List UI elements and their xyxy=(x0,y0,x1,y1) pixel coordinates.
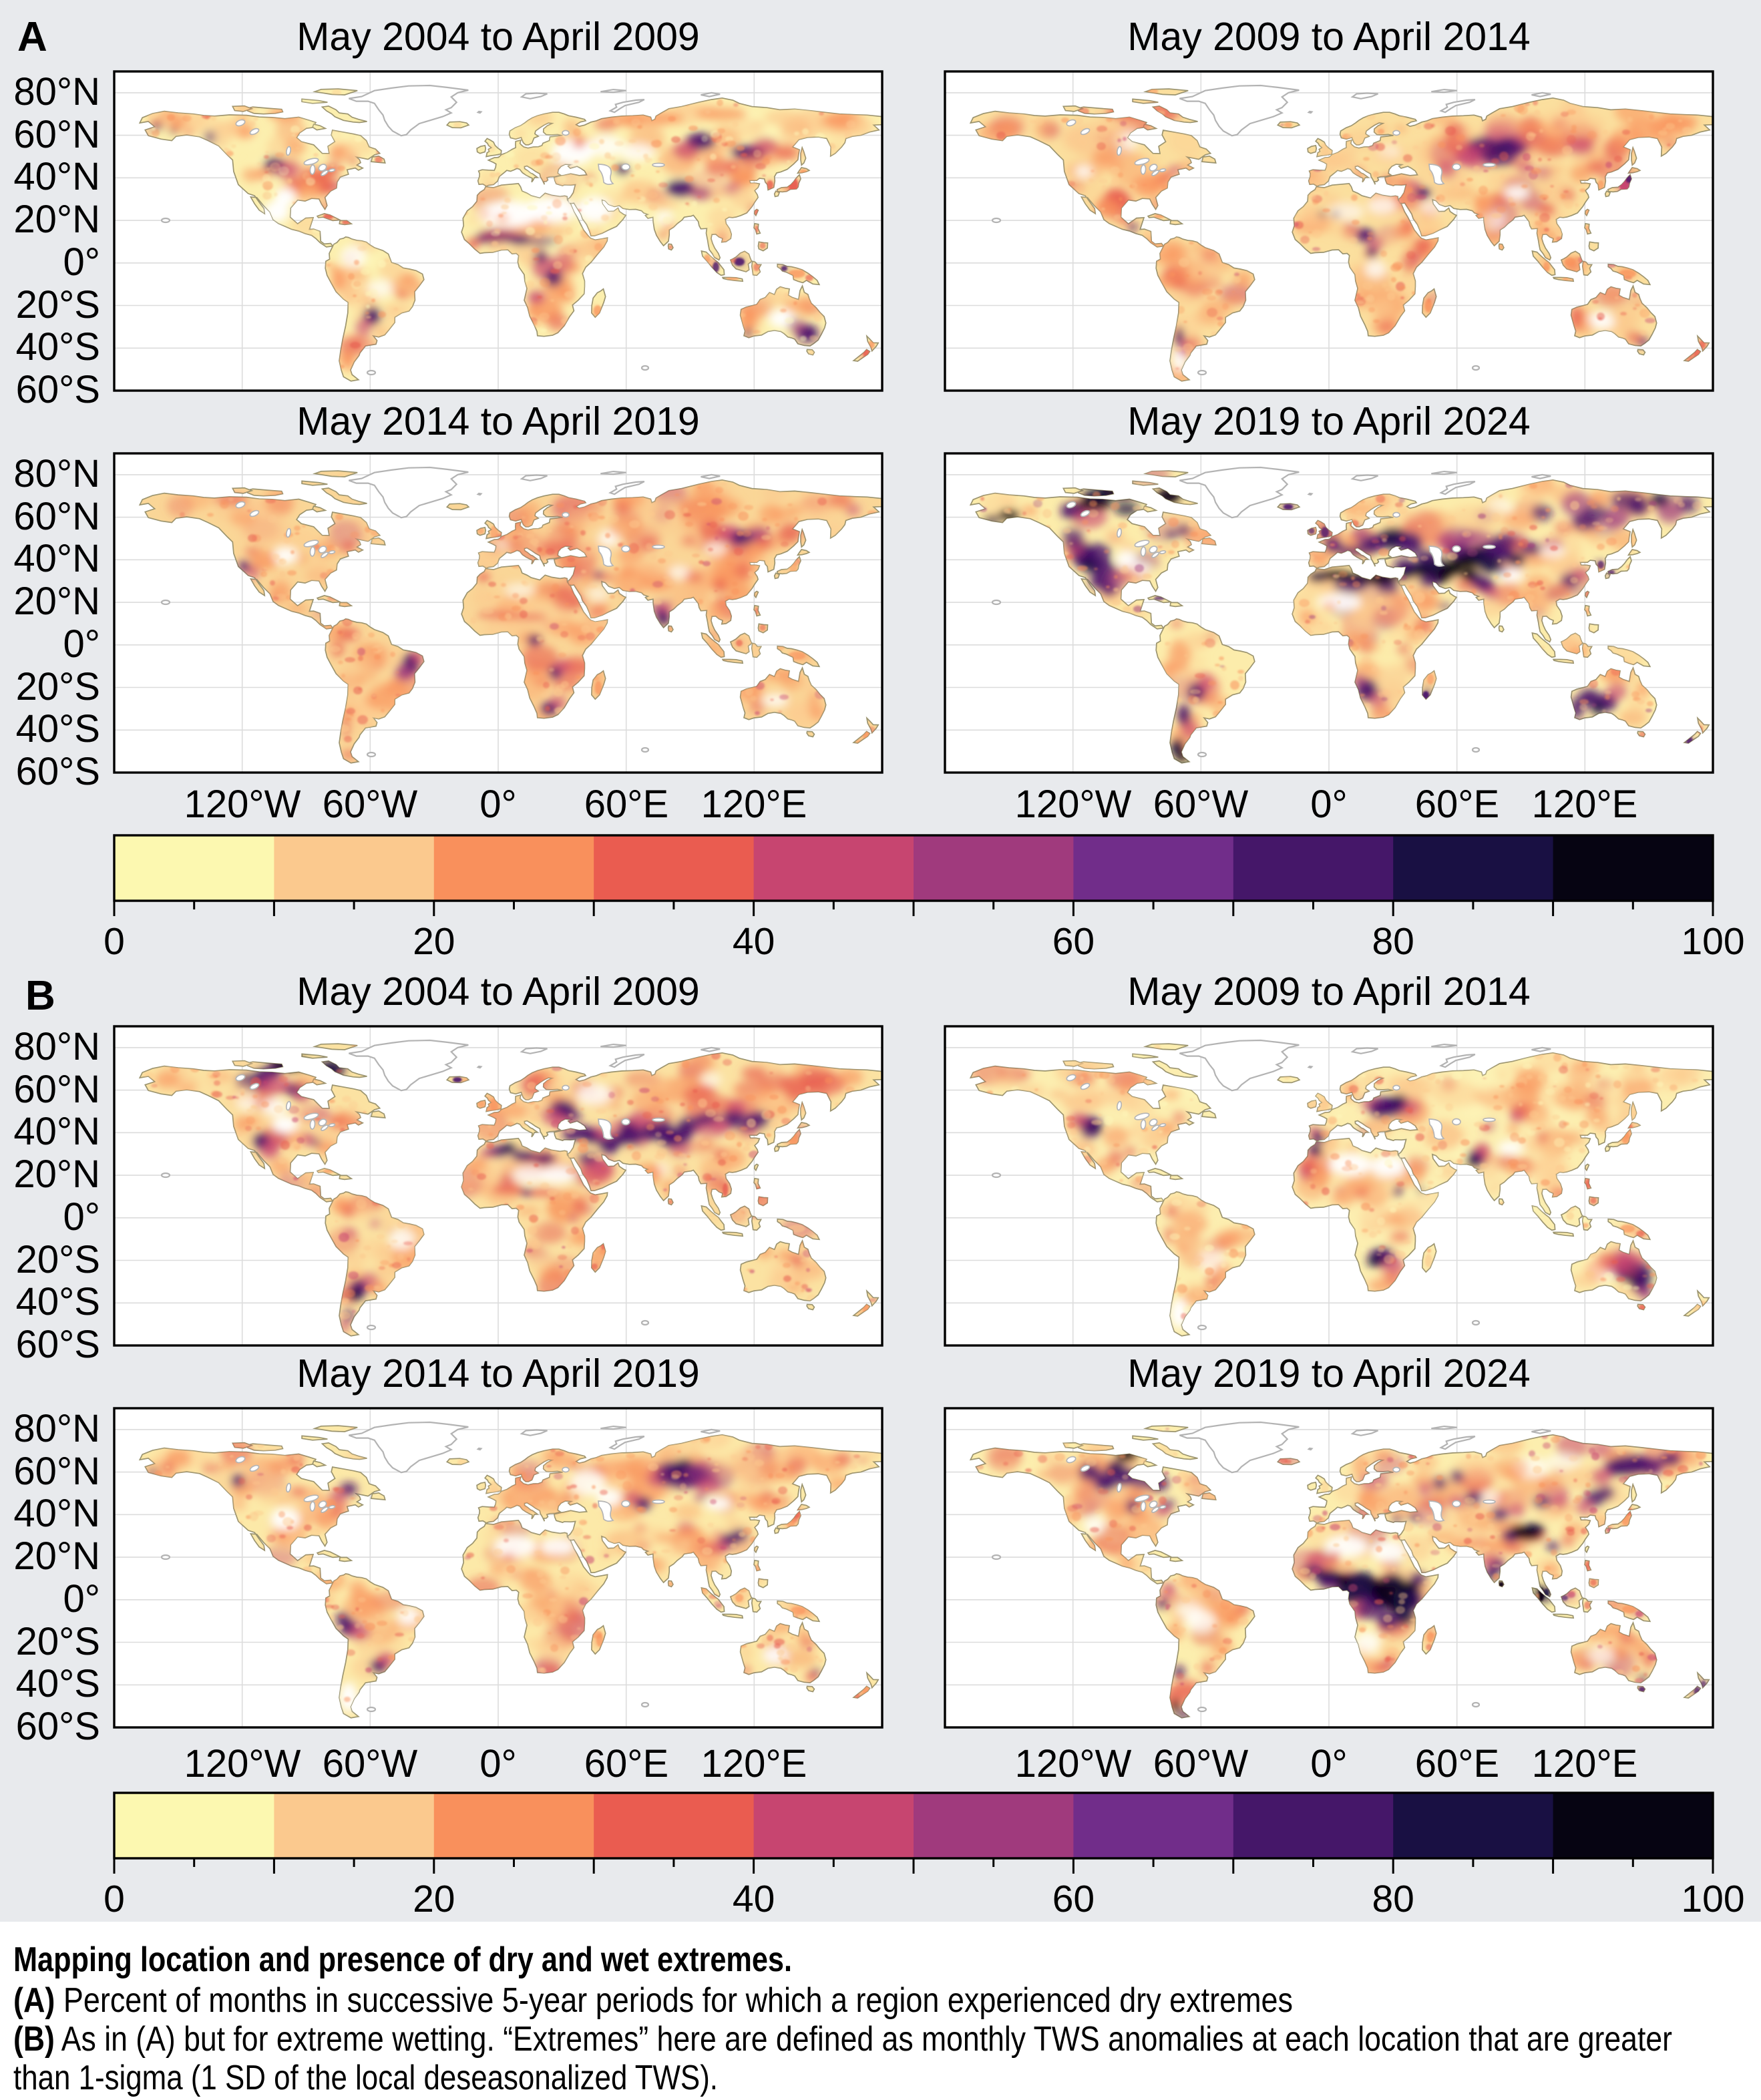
svg-text:60: 60 xyxy=(1052,1878,1095,1920)
svg-text:20°S: 20°S xyxy=(16,1238,100,1281)
svg-text:120°W: 120°W xyxy=(184,783,301,826)
svg-text:0°: 0° xyxy=(63,1195,100,1239)
svg-text:40°N: 40°N xyxy=(13,1110,100,1153)
svg-text:60°S: 60°S xyxy=(16,368,100,411)
svg-text:May 2014 to April 2019: May 2014 to April 2019 xyxy=(297,1351,700,1396)
svg-text:0°: 0° xyxy=(479,1742,516,1786)
svg-text:60°N: 60°N xyxy=(13,113,100,156)
svg-text:than 1-sigma (1 SD of the loca: than 1-sigma (1 SD of the local deseason… xyxy=(13,2059,718,2097)
svg-text:60: 60 xyxy=(1052,920,1095,963)
svg-text:120°W: 120°W xyxy=(1015,783,1132,826)
svg-text:100: 100 xyxy=(1681,920,1744,963)
svg-text:40°S: 40°S xyxy=(16,325,100,369)
svg-text:80°N: 80°N xyxy=(13,70,100,114)
svg-text:120°W: 120°W xyxy=(1015,1742,1132,1786)
svg-text:20°S: 20°S xyxy=(16,665,100,708)
svg-text:Mapping location and presence: Mapping location and presence of dry and… xyxy=(13,1940,792,1979)
svg-text:40°S: 40°S xyxy=(16,707,100,751)
svg-text:20°N: 20°N xyxy=(13,198,100,241)
svg-text:40°N: 40°N xyxy=(13,537,100,580)
svg-text:May 2009 to April 2014: May 2009 to April 2014 xyxy=(1127,970,1531,1014)
svg-text:May 2009 to April 2014: May 2009 to April 2014 xyxy=(1127,15,1531,59)
svg-text:60°S: 60°S xyxy=(16,1705,100,1748)
svg-text:60°E: 60°E xyxy=(1415,783,1499,826)
svg-text:60°S: 60°S xyxy=(16,750,100,793)
svg-text:60°S: 60°S xyxy=(16,1323,100,1366)
svg-text:20°S: 20°S xyxy=(16,283,100,327)
svg-text:0°: 0° xyxy=(63,622,100,666)
svg-text:40°N: 40°N xyxy=(13,155,100,198)
svg-text:20°N: 20°N xyxy=(13,580,100,623)
svg-text:20°S: 20°S xyxy=(16,1620,100,1663)
svg-text:120°E: 120°E xyxy=(701,783,807,826)
svg-text:20°N: 20°N xyxy=(13,1534,100,1578)
svg-text:80°N: 80°N xyxy=(13,1407,100,1450)
svg-text:120°E: 120°E xyxy=(1532,783,1638,826)
svg-text:(A) Percent of months in succe: (A) Percent of months in successive 5-ye… xyxy=(13,1981,1293,2020)
svg-text:120°W: 120°W xyxy=(184,1742,301,1786)
svg-text:A: A xyxy=(17,14,47,60)
svg-text:80: 80 xyxy=(1372,920,1414,963)
svg-text:40: 40 xyxy=(733,920,775,963)
svg-text:B: B xyxy=(25,973,55,1019)
svg-text:(B) As in (A) but for extreme: (B) As in (A) but for extreme wetting. “… xyxy=(13,2020,1672,2059)
svg-text:80°N: 80°N xyxy=(13,452,100,495)
svg-text:May 2019 to April 2024: May 2019 to April 2024 xyxy=(1127,399,1531,443)
svg-text:0: 0 xyxy=(104,920,125,963)
svg-text:60°E: 60°E xyxy=(584,783,668,826)
svg-text:40: 40 xyxy=(733,1878,775,1920)
svg-text:0: 0 xyxy=(104,1878,125,1920)
svg-text:60°W: 60°W xyxy=(323,1742,418,1786)
svg-text:120°E: 120°E xyxy=(1532,1742,1638,1786)
svg-text:80: 80 xyxy=(1372,1878,1414,1920)
svg-text:0°: 0° xyxy=(479,783,516,826)
svg-text:80°N: 80°N xyxy=(13,1025,100,1068)
svg-text:60°W: 60°W xyxy=(1153,1742,1249,1786)
svg-text:60°N: 60°N xyxy=(13,1450,100,1493)
svg-text:20°N: 20°N xyxy=(13,1152,100,1196)
svg-text:0°: 0° xyxy=(63,240,100,284)
svg-text:May 2014 to April 2019: May 2014 to April 2019 xyxy=(297,399,700,443)
svg-text:May 2004 to April 2009: May 2004 to April 2009 xyxy=(297,970,700,1014)
svg-text:60°W: 60°W xyxy=(1153,783,1249,826)
svg-text:60°N: 60°N xyxy=(13,495,100,538)
svg-text:0°: 0° xyxy=(1310,1742,1347,1786)
svg-text:0°: 0° xyxy=(1310,783,1347,826)
svg-text:120°E: 120°E xyxy=(701,1742,807,1786)
svg-text:60°N: 60°N xyxy=(13,1068,100,1111)
svg-text:20: 20 xyxy=(413,920,455,963)
svg-text:40°S: 40°S xyxy=(16,1662,100,1705)
svg-text:60°E: 60°E xyxy=(1415,1742,1499,1786)
svg-text:40°S: 40°S xyxy=(16,1280,100,1323)
svg-text:May 2019 to April 2024: May 2019 to April 2024 xyxy=(1127,1351,1531,1396)
svg-text:100: 100 xyxy=(1681,1878,1744,1920)
svg-text:20: 20 xyxy=(413,1878,455,1920)
svg-text:0°: 0° xyxy=(63,1577,100,1621)
svg-text:40°N: 40°N xyxy=(13,1492,100,1535)
svg-text:60°E: 60°E xyxy=(584,1742,668,1786)
svg-text:60°W: 60°W xyxy=(323,783,418,826)
svg-text:May 2004 to April 2009: May 2004 to April 2009 xyxy=(297,15,700,59)
